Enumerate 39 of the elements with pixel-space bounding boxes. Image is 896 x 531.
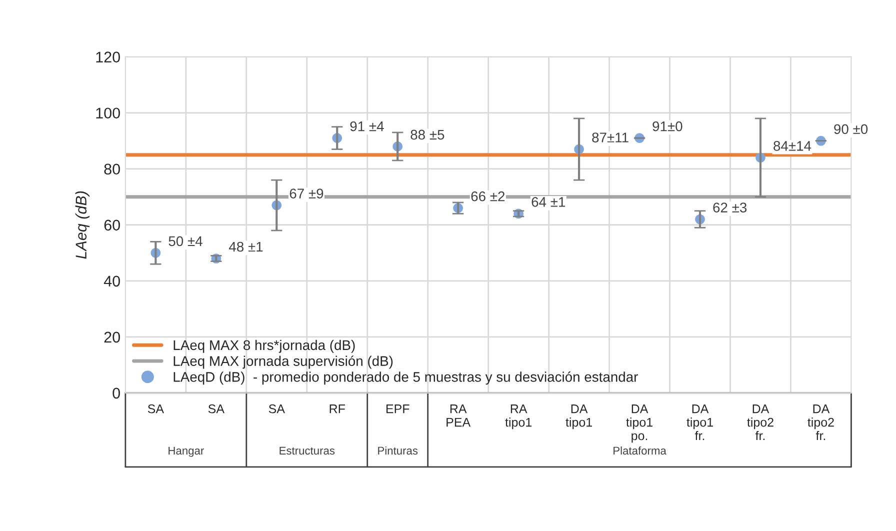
x-tick-label: RA PEA — [446, 404, 471, 427]
x-tick-label: SA — [268, 404, 285, 414]
text: Estructuras — [280, 446, 335, 455]
y-tick-label: 0 — [112, 388, 120, 399]
data-label: 67 ±9 — [290, 188, 324, 198]
data-label: 64 ±1 — [532, 197, 566, 207]
y-tick-label: 120 — [96, 52, 120, 63]
y-axis-title: LAeq (dB) — [75, 191, 90, 259]
x-tick-label: EPF — [386, 404, 410, 414]
y-tick-label: 60 — [104, 220, 120, 231]
legend-label: LAeq MAX 8 hrs*jornada (dB) — [174, 340, 355, 353]
x-tick-label: DA tipo2 fr. — [808, 404, 834, 440]
x-tick-label: RA tipo1 — [505, 404, 532, 430]
y-tick-label: 40 — [104, 276, 120, 287]
x-tick-label: SA — [208, 404, 224, 414]
legend-label: LAeq MAX jornada supervisión (dB) — [174, 356, 393, 369]
data-label: 91±0 — [652, 121, 682, 132]
y-tick-label: 20 — [104, 332, 120, 343]
x-tick-label: RF — [330, 404, 345, 414]
data-label: 87±11 — [592, 132, 628, 142]
x-tick-label: DA tipo1 fr. — [686, 404, 713, 440]
legend-label: LAeqD (dB) - promedio ponderado de 5 muestras y su desviación estandar — [174, 371, 638, 385]
data-label: 66 ±2 — [471, 191, 505, 202]
text: Pinturas — [378, 446, 418, 455]
data-label: 48 ±1 — [228, 242, 263, 252]
y-tick-label: 100 — [96, 108, 120, 119]
data-label: 84±14 — [774, 141, 812, 151]
x-tick-label: DA tipo1 po. — [626, 404, 652, 443]
data-label: 50 ±4 — [168, 236, 202, 246]
data-label: 91 ±4 — [350, 121, 384, 132]
data-label: 88 ±5 — [410, 130, 444, 140]
text: Hangar — [168, 446, 204, 457]
data-label: 62 ±3 — [713, 202, 747, 212]
text: Plataforma — [614, 446, 666, 455]
x-tick-label: DA tipo1 — [566, 404, 592, 430]
x-tick-label: SA — [148, 404, 164, 414]
y-tick-label: 80 — [104, 164, 120, 175]
x-tick-label: DA tipo2 fr. — [747, 404, 774, 440]
data-label: 90 ±0 — [834, 124, 868, 134]
